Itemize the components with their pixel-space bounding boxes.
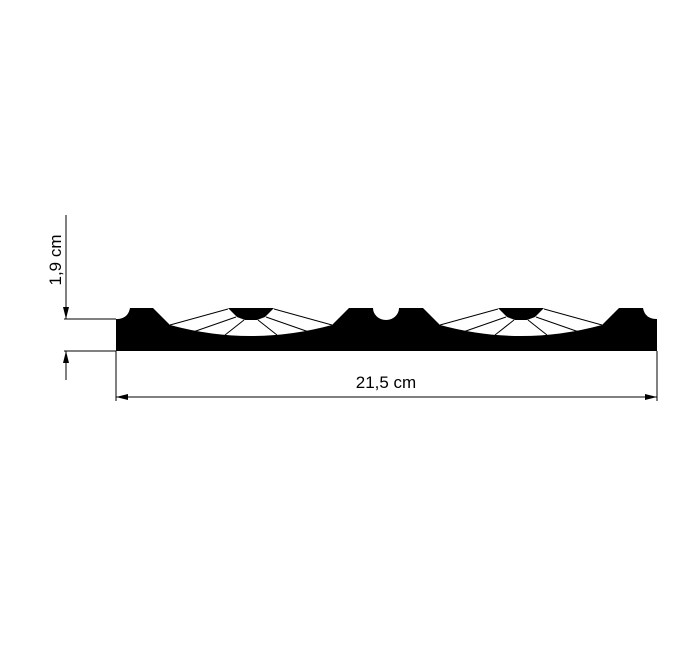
fan-ray-line bbox=[462, 316, 507, 333]
fan-ray-line bbox=[494, 319, 515, 336]
fan-ray-line bbox=[543, 308, 603, 326]
fan-ray-line bbox=[527, 319, 548, 336]
fan-ray-line bbox=[257, 319, 278, 336]
cavity-group bbox=[153, 308, 619, 336]
fan-ray-line bbox=[192, 316, 237, 333]
width-label: 21,5 cm bbox=[356, 373, 416, 392]
fan-ray-line bbox=[169, 308, 229, 326]
fan-ray-line bbox=[535, 316, 580, 333]
width-dimension bbox=[115, 351, 658, 401]
height-dimension bbox=[63, 215, 116, 380]
fan-ray-line bbox=[265, 316, 310, 333]
fan-ray-line bbox=[224, 319, 245, 336]
fan-ray-line bbox=[439, 308, 499, 326]
fan-ray-line bbox=[273, 308, 333, 326]
molding-profile bbox=[116, 308, 657, 351]
height-label: 1,9 cm bbox=[46, 234, 65, 285]
